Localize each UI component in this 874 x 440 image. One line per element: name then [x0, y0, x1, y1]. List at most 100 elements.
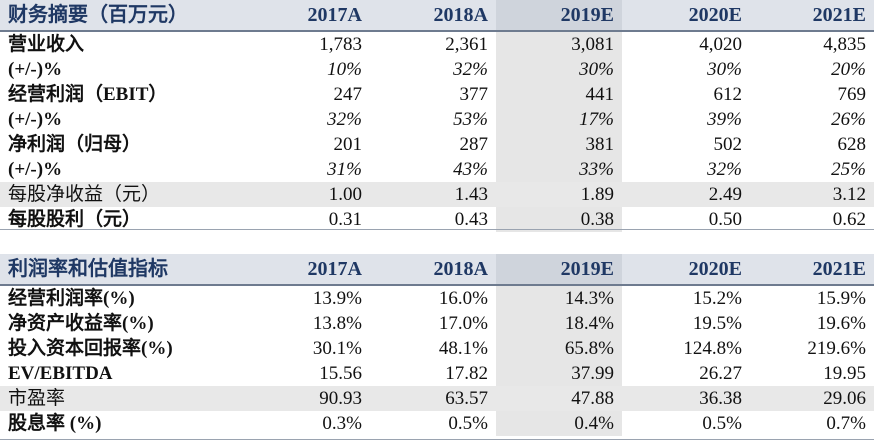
row-label: 经营利润（EBIT）: [8, 84, 168, 105]
table-cell: 25%: [831, 159, 866, 180]
table-row: 营业收入 1,783 2,361 3,081 4,020 4,835: [0, 31, 874, 57]
table-cell: 19.6%: [816, 313, 866, 334]
table-cell: 18.4%: [496, 311, 622, 336]
margin-valuation-body: 经营利润率(%) 13.9% 16.0% 14.3% 15.2% 15.9% 净资产收益率(…: [0, 285, 874, 436]
table-row: (+/-)% 31% 43% 33% 32% 25%: [0, 157, 874, 182]
table-cell: 2,361: [445, 34, 488, 55]
row-label: 市盈率: [0, 386, 246, 411]
table-cell: 47.88: [496, 386, 622, 411]
table-cell: 0.62: [832, 209, 866, 230]
table-cell: 17.82: [445, 363, 488, 384]
table-cell: 15.9%: [816, 288, 866, 309]
year-header-2018A: 2018A: [433, 4, 488, 26]
table-cell: 37.99: [496, 361, 622, 386]
row-label: 每股股利（元）: [8, 209, 142, 230]
row-label: 净利润（归母）: [8, 134, 142, 155]
margin-valuation-table: 利润率和估值指标 2017A 2018A 2019E 2020E 2021E 经…: [0, 254, 874, 436]
table-cell: 502: [713, 134, 743, 155]
row-label: 每股净收益（元）: [0, 182, 246, 207]
table-cell: 381: [496, 132, 622, 157]
table-cell: 287: [459, 134, 489, 155]
table-cell: 0.3%: [322, 413, 362, 434]
table-cell: 26%: [831, 109, 866, 130]
row-label: EV/EBITDA: [8, 363, 113, 384]
table-cell: 33%: [496, 157, 622, 182]
row-label: 股息率 (%): [8, 413, 102, 434]
table-row: 经营利润率(%) 13.9% 16.0% 14.3% 15.2% 15.9%: [0, 285, 874, 311]
table-cell: 0.4%: [496, 411, 622, 436]
financial-summary-header-row: 财务摘要（百万元） 2017A 2018A 2019E 2020E 2021E: [0, 0, 874, 31]
table-cell: 3,081: [496, 31, 622, 57]
table-row: 净资产收益率(%) 13.8% 17.0% 18.4% 19.5% 19.6%: [0, 311, 874, 336]
table-row: 每股股利（元） 0.31 0.43 0.38 0.50 0.62: [0, 207, 874, 232]
year-header-2017A: 2017A: [307, 4, 362, 26]
table-cell: 39%: [707, 109, 742, 130]
table-row: (+/-)% 32% 53% 17% 39% 26%: [0, 107, 874, 132]
row-label: (+/-)%: [8, 59, 63, 80]
table-cell: 19.95: [823, 363, 866, 384]
table-row: 经营利润（EBIT） 247 377 441 612 769: [0, 82, 874, 107]
row-label: 净资产收益率(%): [8, 313, 154, 334]
table-cell: 377: [459, 84, 489, 105]
row-label: 营业收入: [8, 34, 85, 55]
year-header-2020E: 2020E: [688, 258, 742, 280]
table-cell: 65.8%: [496, 336, 622, 361]
table-cell: 0.7%: [826, 413, 866, 434]
financial-summary-body: 营业收入 1,783 2,361 3,081 4,020 4,835 (+/-)% 10% 32…: [0, 31, 874, 232]
table-cell: 769: [837, 84, 867, 105]
table-cell: 43%: [453, 159, 488, 180]
table-cell: 0.43: [454, 209, 488, 230]
year-header-2021E: 2021E: [812, 258, 866, 280]
table-cell: 14.3%: [496, 285, 622, 311]
table-cell: 0.38: [496, 207, 622, 232]
table-cell: 612: [713, 84, 743, 105]
table-cell: 15.2%: [692, 288, 742, 309]
table-cell: 3.12: [750, 182, 874, 207]
table-cell: 0.50: [708, 209, 742, 230]
year-header-2019E: 2019E: [496, 0, 622, 31]
table-cell: 30.1%: [312, 338, 362, 359]
table-cell: 1.89: [496, 182, 622, 207]
table-row: 股息率 (%) 0.3% 0.5% 0.4% 0.5% 0.7%: [0, 411, 874, 436]
table-cell: 90.93: [246, 386, 370, 411]
table-cell: 31%: [327, 159, 362, 180]
row-label: 投入资本回报率(%): [8, 338, 173, 359]
table-cell: 13.8%: [312, 313, 362, 334]
table-cell: 32%: [707, 159, 742, 180]
table-cell: 201: [333, 134, 363, 155]
table-cell: 32%: [327, 109, 362, 130]
table-cell: 10%: [327, 59, 362, 80]
financial-summary-title: 财务摘要（百万元）: [8, 4, 188, 26]
table-cell: 1.00: [246, 182, 370, 207]
row-label: (+/-)%: [8, 109, 63, 130]
table-cell: 1,783: [319, 34, 362, 55]
table-cell: 17%: [496, 107, 622, 132]
table-row: EV/EBITDA 15.56 17.82 37.99 26.27 19.95: [0, 361, 874, 386]
margin-valuation-header-row: 利润率和估值指标 2017A 2018A 2019E 2020E 2021E: [0, 254, 874, 285]
table-cell: 19.5%: [692, 313, 742, 334]
year-header-2018A: 2018A: [433, 258, 488, 280]
table1-bottom-rule: [0, 229, 874, 230]
table-cell: 16.0%: [438, 288, 488, 309]
table-cell: 53%: [453, 109, 488, 130]
table-cell: 628: [837, 134, 867, 155]
table-cell: 0.5%: [702, 413, 742, 434]
table-cell: 4,835: [823, 34, 866, 55]
table-cell: 0.5%: [448, 413, 488, 434]
table-cell: 15.56: [319, 363, 362, 384]
table-cell: 26.27: [699, 363, 742, 384]
table-cell: 1.43: [370, 182, 496, 207]
table-row: 净利润（归母） 201 287 381 502 628: [0, 132, 874, 157]
margin-valuation-title: 利润率和估值指标: [8, 258, 168, 280]
year-header-2020E: 2020E: [688, 4, 742, 26]
table-cell: 30%: [496, 57, 622, 82]
table-cell: 219.6%: [807, 338, 866, 359]
table-cell: 29.06: [750, 386, 874, 411]
year-header-2017A: 2017A: [307, 258, 362, 280]
table-cell: 441: [496, 82, 622, 107]
table-row: 每股净收益（元） 1.00 1.43 1.89 2.49 3.12: [0, 182, 874, 207]
row-label: 经营利润率(%): [8, 288, 135, 309]
table-cell: 48.1%: [438, 338, 488, 359]
row-label: (+/-)%: [8, 159, 63, 180]
